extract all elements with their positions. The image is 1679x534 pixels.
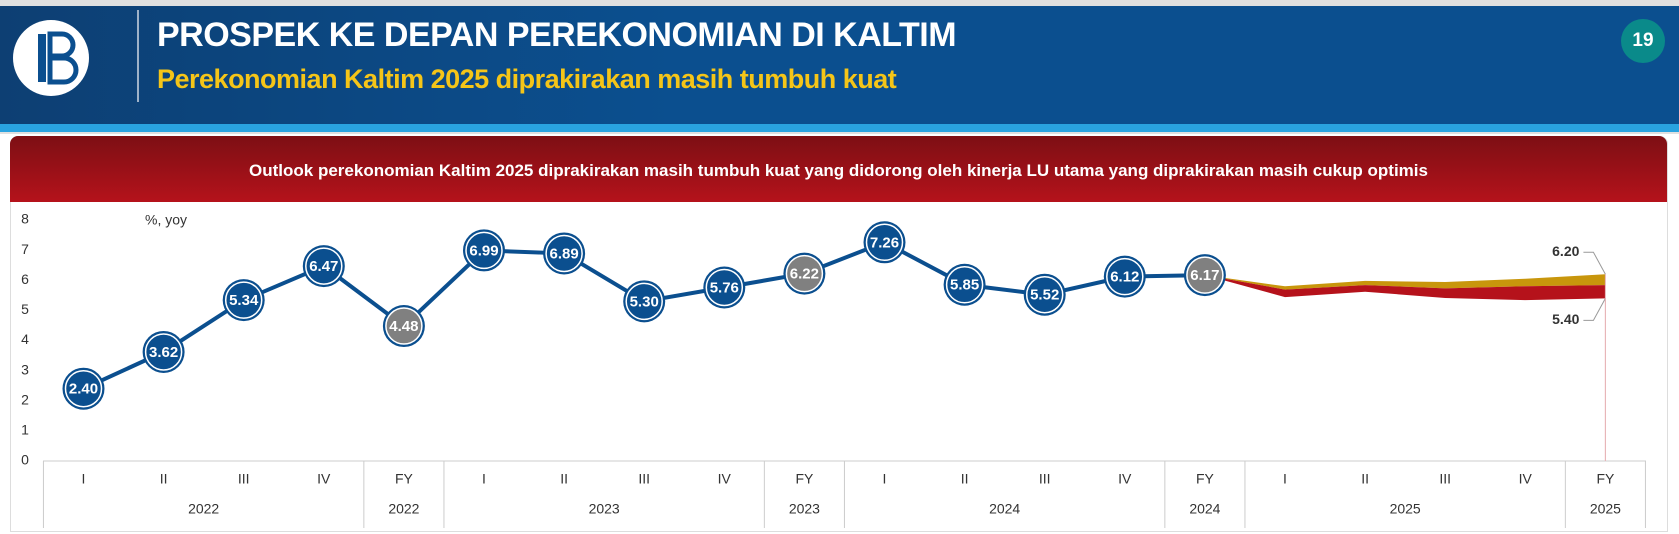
logo: [13, 10, 139, 102]
data-label: 6.12: [1110, 269, 1139, 286]
data-label: 6.89: [549, 245, 578, 262]
x-tick-label: I: [82, 471, 86, 487]
data-label: 2.40: [69, 381, 98, 398]
point: [865, 223, 904, 262]
leader-line: [1583, 251, 1606, 275]
data-label: 5.52: [1030, 287, 1059, 304]
y-tick-label: 4: [21, 331, 29, 347]
y-tick-label: 2: [21, 391, 29, 407]
point: [144, 333, 183, 371]
point: [385, 307, 423, 345]
forecast-label: 6.20: [1552, 243, 1579, 259]
point: [224, 281, 263, 319]
point: [1025, 275, 1064, 314]
x-tick-label: III: [238, 471, 250, 487]
x-tick-label: I: [482, 471, 486, 487]
point: [1186, 256, 1224, 294]
point: [705, 268, 744, 307]
forecast-band-upper: [1204, 274, 1606, 290]
y-axis-label: %, yoy: [145, 212, 187, 228]
x-tick-label: I: [883, 471, 887, 487]
x-tick-label: IV: [718, 471, 732, 487]
point: [1106, 257, 1144, 296]
y-tick-label: 0: [21, 452, 29, 468]
group-label: 2023: [789, 501, 820, 517]
x-tick-label: II: [1361, 471, 1369, 487]
data-label: 5.30: [630, 293, 659, 310]
y-tick-label: 3: [21, 361, 29, 377]
header-band: [0, 6, 1679, 126]
x-tick-label: FY: [395, 471, 414, 487]
point: [785, 254, 824, 293]
group-label: 2022: [388, 501, 419, 517]
point: [545, 234, 583, 273]
data-label: 6.99: [469, 242, 498, 259]
x-tick-label: FY: [1596, 471, 1615, 487]
data-label: 5.76: [710, 279, 739, 296]
forecast-band-lower: [1204, 275, 1606, 301]
title: PROSPEK KE DEPAN PEREKONOMIAN DI KALTIM: [157, 16, 957, 54]
data-label: 6.17: [1190, 267, 1219, 284]
x-tick-label: III: [1039, 471, 1051, 487]
x-tick-label: IV: [1519, 471, 1533, 487]
page-number: 19: [1621, 19, 1665, 63]
group-label: 2024: [989, 501, 1020, 517]
data-label: 3.62: [149, 344, 178, 361]
group-label: 2025: [1390, 501, 1421, 517]
data-label: 4.48: [389, 318, 418, 335]
panel: [10, 136, 1668, 532]
x-tick-label: I: [1283, 471, 1287, 487]
header-stripe: [0, 124, 1679, 132]
group-label: 2023: [589, 501, 620, 517]
group-label: 2022: [188, 501, 219, 517]
point: [305, 247, 343, 285]
data-label: 5.85: [950, 277, 979, 294]
point: [625, 282, 663, 321]
x-tick-label: IV: [317, 471, 331, 487]
group-label: 2025: [1590, 501, 1621, 517]
leader-line: [1583, 298, 1606, 321]
y-tick-label: 1: [21, 422, 29, 438]
point: [945, 266, 984, 304]
banner: Outlook perekonomian Kaltim 2025 dipraki…: [10, 136, 1667, 202]
x-tick-label: II: [560, 471, 568, 487]
x-tick-label: IV: [1118, 471, 1132, 487]
y-tick-label: 5: [21, 301, 29, 317]
forecast-label: 5.40: [1552, 311, 1579, 327]
y-tick-label: 6: [21, 271, 29, 287]
data-label: 6.22: [790, 266, 819, 283]
x-tick-label: FY: [1196, 471, 1215, 487]
x-tick-label: FY: [795, 471, 814, 487]
y-tick-label: 7: [21, 241, 29, 257]
point: [465, 231, 503, 270]
subtitle: Perekonomian Kaltim 2025 diprakirakan ma…: [157, 64, 897, 94]
header: PROSPEK KE DEPAN PEREKONOMIAN DI KALTIM …: [0, 0, 1679, 134]
data-label: 6.47: [309, 258, 338, 275]
x-tick-label: III: [638, 471, 650, 487]
data-label: 5.34: [229, 292, 259, 309]
point: [64, 369, 103, 408]
x-tick-label: III: [1439, 471, 1451, 487]
data-label: 7.26: [870, 234, 899, 251]
group-label: 2024: [1189, 501, 1220, 517]
x-tick-label: II: [160, 471, 168, 487]
y-tick-label: 8: [21, 211, 29, 227]
x-tick-label: II: [961, 471, 969, 487]
